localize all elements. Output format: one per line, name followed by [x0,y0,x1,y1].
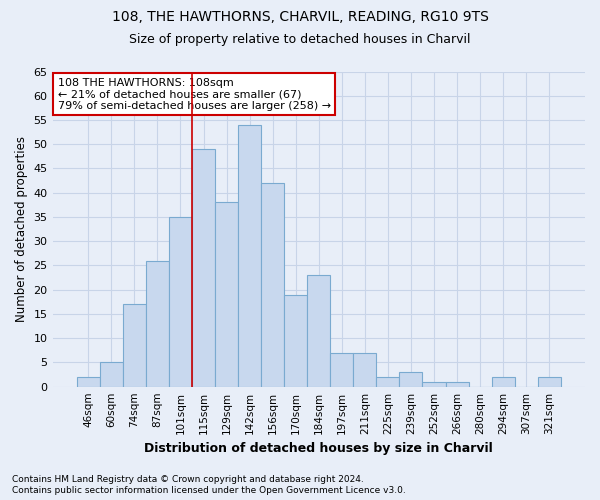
Bar [538,377,561,386]
Bar [400,372,422,386]
Bar [169,217,192,386]
Bar [307,275,330,386]
Bar [330,352,353,386]
Bar [491,377,515,386]
Bar [192,149,215,386]
Bar [261,183,284,386]
Bar [446,382,469,386]
Text: 108, THE HAWTHORNS, CHARVIL, READING, RG10 9TS: 108, THE HAWTHORNS, CHARVIL, READING, RG… [112,10,488,24]
Text: Contains HM Land Registry data © Crown copyright and database right 2024.: Contains HM Land Registry data © Crown c… [12,474,364,484]
Y-axis label: Number of detached properties: Number of detached properties [15,136,28,322]
Bar [123,304,146,386]
Bar [100,362,123,386]
Text: Contains public sector information licensed under the Open Government Licence v3: Contains public sector information licen… [12,486,406,495]
Bar [238,125,261,386]
Bar [422,382,446,386]
Bar [77,377,100,386]
Bar [376,377,400,386]
Bar [284,294,307,386]
Bar [146,260,169,386]
Bar [353,352,376,386]
X-axis label: Distribution of detached houses by size in Charvil: Distribution of detached houses by size … [145,442,493,455]
Text: 108 THE HAWTHORNS: 108sqm
← 21% of detached houses are smaller (67)
79% of semi-: 108 THE HAWTHORNS: 108sqm ← 21% of detac… [58,78,331,111]
Text: Size of property relative to detached houses in Charvil: Size of property relative to detached ho… [129,32,471,46]
Bar [215,202,238,386]
